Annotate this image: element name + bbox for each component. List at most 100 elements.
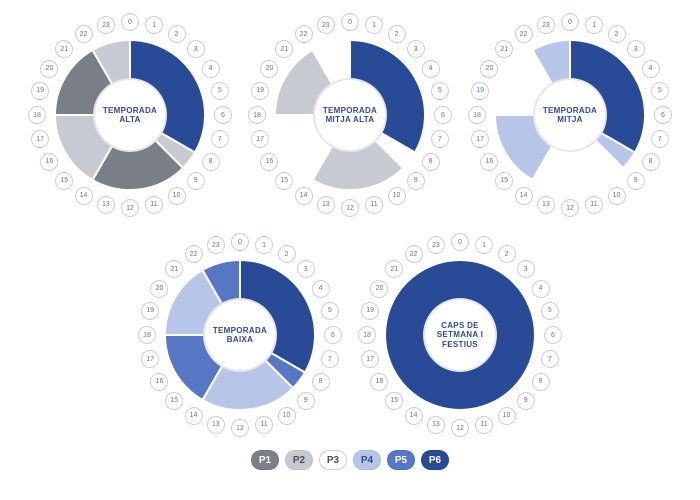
legend-item-p5: P5 [387, 450, 415, 470]
hour-badge: 4 [312, 280, 330, 298]
hour-badge: 22 [75, 25, 93, 43]
hour-badge: 23 [207, 236, 225, 254]
hour-badge: 14 [75, 187, 93, 205]
legend: P1P2P3P4P5P6 [0, 440, 700, 470]
hour-badge: 19 [31, 82, 49, 100]
hour-badge: 23 [317, 16, 335, 34]
hour-badge: 12 [121, 199, 139, 217]
hour-badge: 4 [532, 280, 550, 298]
hour-badge: 0 [561, 13, 579, 31]
hour-badge: 23 [537, 16, 555, 34]
hour-badge: 14 [185, 407, 203, 425]
hour-badge: 3 [187, 40, 205, 58]
hour-badge: 8 [422, 153, 440, 171]
chart-title: TEMPORADA MITJA [543, 106, 597, 124]
hour-badge: 11 [255, 416, 273, 434]
hour-badge: 10 [168, 187, 186, 205]
hour-badge: 12 [231, 419, 249, 437]
center-disc: TEMPORADA MITJA ALTA [315, 80, 385, 150]
hour-badge: 15 [495, 172, 513, 190]
hour-badge: 5 [541, 302, 559, 320]
legend-item-p2: P2 [285, 450, 313, 470]
hour-badge: 1 [145, 16, 163, 34]
hour-badge: 2 [168, 25, 186, 43]
hour-badge: 4 [642, 60, 660, 78]
hour-badge: 13 [317, 196, 335, 214]
hour-badge: 21 [165, 260, 183, 278]
hour-badge: 20 [150, 280, 168, 298]
center-disc: CAPS DE SETMANA I FESTIUS [425, 300, 495, 370]
hour-badge: 20 [260, 60, 278, 78]
hour-badge: 22 [295, 25, 313, 43]
hour-badge: 12 [341, 199, 359, 217]
donut-chart-alta: TEMPORADA ALTA01234567891011121314151617… [25, 10, 235, 220]
hour-badge: 0 [451, 233, 469, 251]
legend-item-p6: P6 [421, 450, 449, 470]
hour-badge: 9 [517, 392, 535, 410]
hour-badge: 11 [585, 196, 603, 214]
hour-badge: 3 [517, 260, 535, 278]
hour-badge: 0 [121, 13, 139, 31]
hour-badge: 15 [165, 392, 183, 410]
hour-badge: 7 [431, 130, 449, 148]
hour-badge: 9 [297, 392, 315, 410]
hour-badge: 9 [627, 172, 645, 190]
hour-badge: 1 [585, 16, 603, 34]
hour-badge: 7 [541, 350, 559, 368]
hour-badge: 11 [145, 196, 163, 214]
hour-badge: 23 [427, 236, 445, 254]
chart-title: TEMPORADA BAIXA [213, 326, 267, 344]
hour-badge: 19 [141, 302, 159, 320]
hour-badge: 2 [388, 25, 406, 43]
hour-badge: 6 [654, 106, 672, 124]
hour-badge: 3 [407, 40, 425, 58]
hour-badge: 20 [370, 280, 388, 298]
chart-title: CAPS DE SETMANA I FESTIUS [437, 321, 483, 349]
hour-badge: 10 [388, 187, 406, 205]
hour-badge: 19 [251, 82, 269, 100]
hour-badge: 2 [608, 25, 626, 43]
chart-title: TEMPORADA MITJA ALTA [323, 106, 377, 124]
hour-badge: 18 [248, 106, 266, 124]
hour-badge: 11 [365, 196, 383, 214]
center-disc: TEMPORADA MITJA [535, 80, 605, 150]
donut-chart-festius: CAPS DE SETMANA I FESTIUS012345678910111… [355, 230, 565, 440]
legend-item-p3: P3 [319, 450, 347, 470]
hour-badge: 8 [532, 373, 550, 391]
hour-badge: 2 [278, 245, 296, 263]
hour-badge: 5 [431, 82, 449, 100]
hour-badge: 21 [55, 40, 73, 58]
donut-chart-baixa: TEMPORADA BAIXA0123456789101112131415161… [135, 230, 345, 440]
hour-badge: 13 [427, 416, 445, 434]
hour-badge: 23 [97, 16, 115, 34]
hour-badge: 13 [537, 196, 555, 214]
hour-badge: 10 [498, 407, 516, 425]
hour-badge: 13 [207, 416, 225, 434]
hour-badge: 13 [97, 196, 115, 214]
chart-grid: TEMPORADA ALTA01234567891011121314151617… [0, 0, 700, 440]
hour-badge: 6 [544, 326, 562, 344]
hour-badge: 5 [211, 82, 229, 100]
hour-badge: 19 [471, 82, 489, 100]
hour-badge: 18 [358, 326, 376, 344]
hour-badge: 10 [278, 407, 296, 425]
hour-badge: 14 [515, 187, 533, 205]
hour-badge: 8 [312, 373, 330, 391]
center-disc: TEMPORADA ALTA [95, 80, 165, 150]
hour-badge: 6 [434, 106, 452, 124]
hour-badge: 17 [471, 130, 489, 148]
hour-badge: 9 [187, 172, 205, 190]
hour-badge: 17 [251, 130, 269, 148]
hour-badge: 5 [321, 302, 339, 320]
hour-badge: 7 [651, 130, 669, 148]
donut-chart-mitja-alta: TEMPORADA MITJA ALTA01234567891011121314… [245, 10, 455, 220]
hour-badge: 22 [185, 245, 203, 263]
hour-badge: 22 [515, 25, 533, 43]
hour-badge: 12 [451, 419, 469, 437]
hour-badge: 18 [468, 106, 486, 124]
hour-badge: 17 [361, 350, 379, 368]
hour-badge: 22 [405, 245, 423, 263]
center-disc: TEMPORADA BAIXA [205, 300, 275, 370]
page: TEMPORADA ALTA01234567891011121314151617… [0, 0, 700, 500]
hour-badge: 15 [385, 392, 403, 410]
